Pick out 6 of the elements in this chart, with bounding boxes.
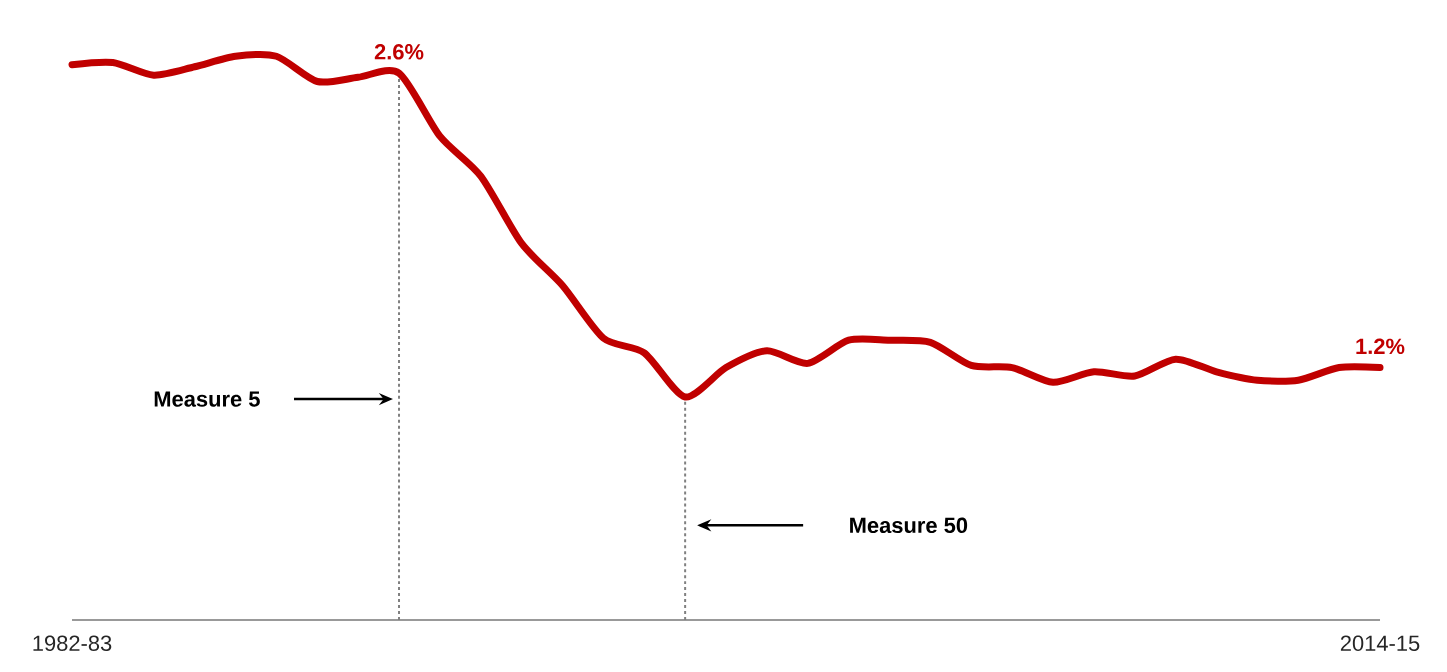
x-tick-label: 2014-15 — [1340, 635, 1420, 652]
text: Measure 50 — [850, 517, 968, 534]
annotation: Measure 5 — [154, 391, 260, 407]
x-tick-label: 1982-83 — [33, 635, 112, 652]
data-label: 1.2% — [1356, 338, 1405, 355]
data-label: 2.6% — [374, 44, 424, 60]
